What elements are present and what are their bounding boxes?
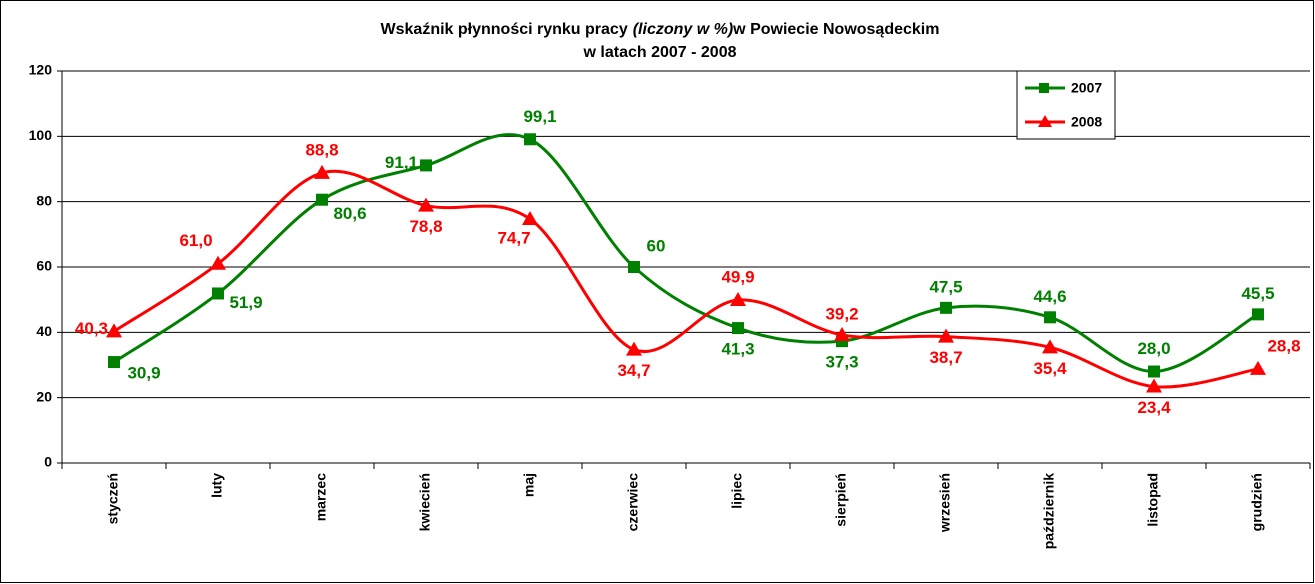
data-label: 45,5 [1241,284,1274,303]
title-part: Wskaźnik płynności rynku pracy [381,21,628,38]
x-tick-label: październik [1041,473,1057,549]
legend-marker [1038,115,1052,127]
marker [940,301,952,314]
x-tick-label: czerwiec [625,473,641,532]
marker [626,341,642,356]
marker [1042,339,1058,354]
data-label: 51,9 [229,293,262,312]
marker [1044,311,1056,324]
data-label: 74,7 [497,228,530,247]
marker [730,291,746,306]
chart-title: Wskaźnik płynności rynku pracy (liczony w… [381,21,940,38]
data-label: 41,3 [721,340,754,359]
marker [420,159,432,172]
data-label: 44,6 [1033,287,1066,306]
x-tick-label: grudzień [1249,473,1265,531]
data-label: 35,4 [1033,359,1067,378]
marker [418,197,434,212]
data-label: 34,7 [617,361,650,380]
data-label: 28,0 [1137,339,1170,358]
x-tick-label: luty [209,473,225,498]
data-label: 49,9 [721,267,754,286]
title-part: w Powiecie Nowosądeckim [732,21,939,38]
x-tick-label: marzec [313,473,329,521]
marker [732,322,744,335]
data-label: 40,3 [75,319,108,338]
marker [1252,308,1264,321]
y-tick-label: 60 [36,258,52,274]
marker [834,326,850,341]
y-tick-label: 120 [29,62,53,78]
x-tick-label: sierpień [833,473,849,527]
y-tick-label: 40 [36,323,52,339]
legend-box [1016,70,1116,140]
x-tick-label: kwiecień [417,473,433,531]
marker [314,164,330,179]
data-label: 39,2 [825,304,858,323]
data-label: 99,1 [523,107,556,126]
legend-label: 2008 [1071,114,1102,130]
legend-marker [1039,83,1049,93]
data-label: 37,3 [825,353,858,372]
x-tick-label: wrzesień [937,473,953,533]
title-part: (liczony w %) [633,21,733,38]
marker [938,328,954,343]
x-tick-label: lipiec [729,473,745,509]
marker [106,323,122,338]
marker [524,133,536,146]
marker [210,255,226,270]
data-label: 23,4 [1137,398,1171,417]
data-label: 91,1 [385,153,418,172]
legend-label: 2007 [1071,80,1102,96]
data-label: 78,8 [409,217,442,236]
chart-subtitle: w latach 2007 - 2008 [583,44,737,61]
marker [316,193,328,206]
marker [1148,365,1160,378]
data-label: 47,5 [929,277,962,296]
y-tick-label: 20 [36,388,52,404]
data-label: 61,0 [179,231,212,250]
marker [1146,378,1162,393]
data-label: 60 [647,236,666,255]
y-tick-label: 0 [44,454,52,470]
x-tick-label: styczeń [105,473,121,524]
data-label: 80,6 [333,204,366,223]
data-label: 38,7 [929,348,962,367]
marker [108,356,120,369]
data-label: 30,9 [127,364,160,383]
marker [522,210,538,225]
x-tick-label: listopad [1145,473,1161,527]
x-tick-label: maj [521,473,537,497]
marker [628,261,640,273]
marker [1250,360,1266,375]
data-label: 88,8 [305,140,338,159]
data-label: 28,8 [1267,336,1300,355]
y-tick-label: 100 [29,127,53,143]
series-line [113,133,1259,374]
marker [212,287,224,300]
y-tick-label: 80 [36,192,52,208]
